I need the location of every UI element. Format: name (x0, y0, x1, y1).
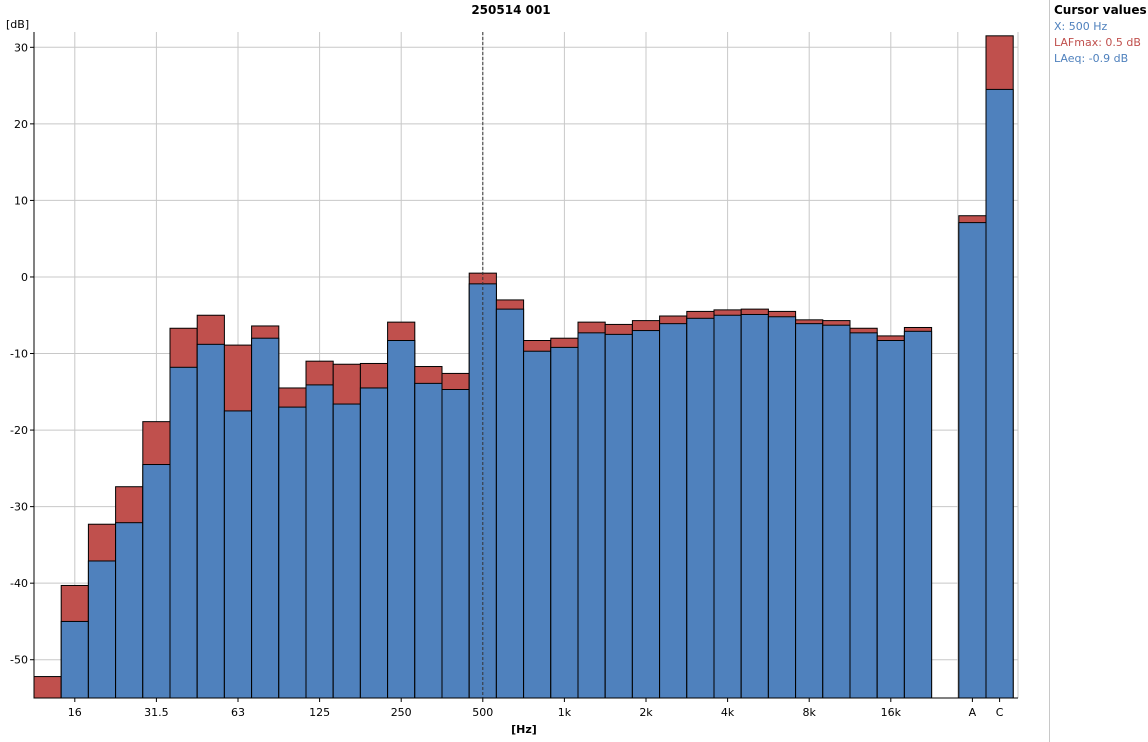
bar-lafmax (33, 676, 62, 699)
bar-laeq (332, 403, 361, 699)
bar-laeq (115, 522, 144, 699)
bar-laeq (223, 410, 253, 699)
bar-laeq (849, 332, 878, 699)
bar-laeq (142, 464, 171, 699)
bar-laeq (169, 366, 198, 699)
x-tick-label: A (969, 706, 977, 719)
cursor-laeq-value: LAeq: -0.9 dB (1054, 52, 1129, 65)
bar-laeq (495, 308, 525, 699)
x-tick-label: 16 (68, 706, 82, 719)
cursor-x-value: X: 500 Hz (1054, 20, 1108, 33)
chart-title: 250514 001 (471, 3, 550, 17)
x-tick-label: 250 (391, 706, 412, 719)
y-tick-label: 30 (14, 41, 28, 54)
bar-laeq (87, 560, 117, 699)
bar-laeq (441, 388, 470, 699)
x-axis-label: [Hz] (511, 723, 537, 736)
bar-laeq (795, 323, 824, 699)
bar-laeq (822, 324, 851, 699)
x-tick-label: 500 (472, 706, 493, 719)
y-tick-label: -10 (10, 348, 28, 361)
spectrum-chart[interactable]: 30 20 10 0 -10 -20 -30 -40 -50 16 31.5 63 125 250 500 1… (0, 0, 1048, 742)
x-tick-label: 31.5 (144, 706, 169, 719)
x-tick-label: C (996, 706, 1004, 719)
x-tick-label: 1k (558, 706, 572, 719)
bar-laeq (251, 337, 280, 699)
bar-laeq (985, 88, 1014, 699)
bar-laeq (305, 384, 334, 699)
x-tick-label: 63 (231, 706, 245, 719)
bar-laeq (60, 620, 89, 699)
cursor-lafmax-value: LAFmax: 0.5 dB (1054, 36, 1141, 49)
y-tick-label: 20 (14, 118, 28, 131)
y-tick-label: 10 (14, 194, 28, 207)
bar-laeq (278, 406, 307, 699)
bar-laeq (387, 340, 416, 699)
bar-laeq (468, 283, 497, 699)
cursor-values-title: Cursor values (1054, 3, 1147, 17)
y-tick-label: 0 (21, 271, 28, 284)
bar-laeq (659, 323, 688, 699)
bar-laeq (876, 340, 905, 699)
bar-laeq (631, 330, 661, 699)
bar-laeq (414, 382, 443, 699)
x-tick-label: 2k (639, 706, 653, 719)
cursor-values-panel: Cursor values X: 500 Hz LAFmax: 0.5 dB L… (1049, 0, 1148, 742)
bar-laeq (196, 343, 225, 699)
x-tick-label: 4k (721, 706, 735, 719)
bar-laeq (740, 313, 769, 699)
x-tick-label: 16k (881, 706, 902, 719)
bar-laeq (604, 333, 633, 699)
y-tick-label: -30 (10, 501, 28, 514)
bar-laeq (713, 314, 742, 699)
bar-laeq (903, 330, 933, 699)
x-tick-label: 125 (309, 706, 330, 719)
y-tick-label: -40 (10, 577, 28, 590)
y-tick-label: -50 (10, 654, 28, 667)
y-axis-label: [dB] (6, 18, 29, 31)
bar-laeq (577, 332, 606, 699)
bar-laeq (767, 316, 797, 699)
bar-laeq (523, 350, 552, 699)
bar-laeq (359, 387, 389, 699)
bar-laeq (550, 346, 579, 699)
y-tick-label: -20 (10, 424, 28, 437)
bar-laeq (958, 222, 987, 699)
bar-laeq (686, 317, 715, 699)
x-tick-label: 8k (803, 706, 817, 719)
